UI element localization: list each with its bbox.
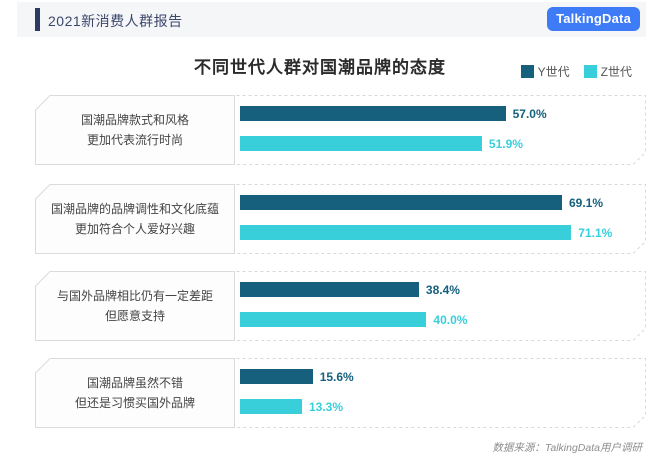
category-label: 与国外品牌相比仍有一定差距 但愿意支持 xyxy=(36,271,234,341)
category-label-line1: 与国外品牌相比仍有一定差距 xyxy=(56,289,213,303)
bar-line-y: 69.1% xyxy=(240,195,603,210)
bar-line-y: 15.6% xyxy=(240,369,354,384)
data-source-note: 数据来源：TalkingData用户调研 xyxy=(492,442,642,454)
bar-value-z: 13.3% xyxy=(309,399,344,414)
bar-value-z: 71.1% xyxy=(578,225,613,240)
category-label: 国潮品牌款式和风格 更加代表流行时尚 xyxy=(36,95,234,165)
bar-z-generation xyxy=(240,225,572,240)
legend-swatch-z xyxy=(583,65,597,78)
category-label-line2: 更加符合个人爱好兴趣 xyxy=(74,222,195,236)
bar-line-y: 38.4% xyxy=(240,282,460,297)
category-box-shape xyxy=(35,358,235,428)
bar-line-y: 57.0% xyxy=(240,106,547,121)
bar-value-z: 40.0% xyxy=(433,312,468,327)
category-box-shape xyxy=(35,271,235,341)
bar-line-z: 40.0% xyxy=(240,312,467,327)
bar-area-outline xyxy=(230,358,646,428)
category-label-line2: 但还是习惯买国外品牌 xyxy=(74,396,195,410)
header-accent-bar xyxy=(35,8,40,31)
legend: Y世代 Z世代 xyxy=(520,63,632,80)
category-box-shape xyxy=(35,95,235,165)
talkingdata-logo: TalkingData xyxy=(547,7,640,31)
legend-item-y: Y世代 xyxy=(520,63,570,80)
category-label-line2: 但愿意支持 xyxy=(104,309,165,323)
legend-label-z: Z世代 xyxy=(600,65,632,79)
bar-area-outline xyxy=(230,184,646,254)
bar-y-generation xyxy=(240,195,562,210)
category-label-line1: 国潮品牌款式和风格 xyxy=(80,113,189,127)
bar-area-outline xyxy=(230,95,646,165)
category-box-shape xyxy=(35,184,235,254)
bar-area-outline xyxy=(230,271,646,341)
bar-y-generation xyxy=(240,369,313,384)
category-label-line2: 更加代表流行时尚 xyxy=(86,133,183,147)
bar-y-generation xyxy=(240,106,506,121)
legend-swatch-y xyxy=(520,65,534,78)
category-label: 国潮品牌的品牌调性和文化底蕴 更加符合个人爱好兴趣 xyxy=(36,184,234,254)
report-title: 2021新消费人群报告 xyxy=(48,13,183,29)
chart-row: 国潮品牌款式和风格 更加代表流行时尚 57.0% 51.9% xyxy=(0,95,660,165)
chart-row: 国潮品牌虽然不错 但还是习惯买国外品牌 15.6% 13.3% xyxy=(0,358,660,428)
category-label: 国潮品牌虽然不错 但还是习惯买国外品牌 xyxy=(36,358,234,428)
category-label-line1: 国潮品牌的品牌调性和文化底蕴 xyxy=(50,202,219,216)
bar-value-y: 15.6% xyxy=(319,369,354,384)
chart-row: 国潮品牌的品牌调性和文化底蕴 更加符合个人爱好兴趣 69.1% 71.1% xyxy=(0,184,660,254)
bar-value-y: 38.4% xyxy=(425,282,460,297)
bar-line-z: 71.1% xyxy=(240,225,612,240)
legend-label-y: Y世代 xyxy=(537,65,570,79)
legend-item-z: Z世代 xyxy=(583,63,632,80)
bar-z-generation xyxy=(240,312,427,327)
bar-line-z: 13.3% xyxy=(240,399,343,414)
category-label-line1: 国潮品牌虽然不错 xyxy=(86,376,183,390)
bar-value-y: 69.1% xyxy=(569,195,604,210)
bar-line-z: 51.9% xyxy=(240,136,523,151)
bar-value-z: 51.9% xyxy=(488,136,523,151)
bar-y-generation xyxy=(240,282,419,297)
bar-value-y: 57.0% xyxy=(512,106,547,121)
header-bar xyxy=(17,2,646,37)
chart-row: 与国外品牌相比仍有一定差距 但愿意支持 38.4% 40.0% xyxy=(0,271,660,341)
chart-title: 不同世代人群对国潮品牌的态度 xyxy=(194,58,446,77)
bar-z-generation xyxy=(240,399,302,414)
bar-z-generation xyxy=(240,136,482,151)
